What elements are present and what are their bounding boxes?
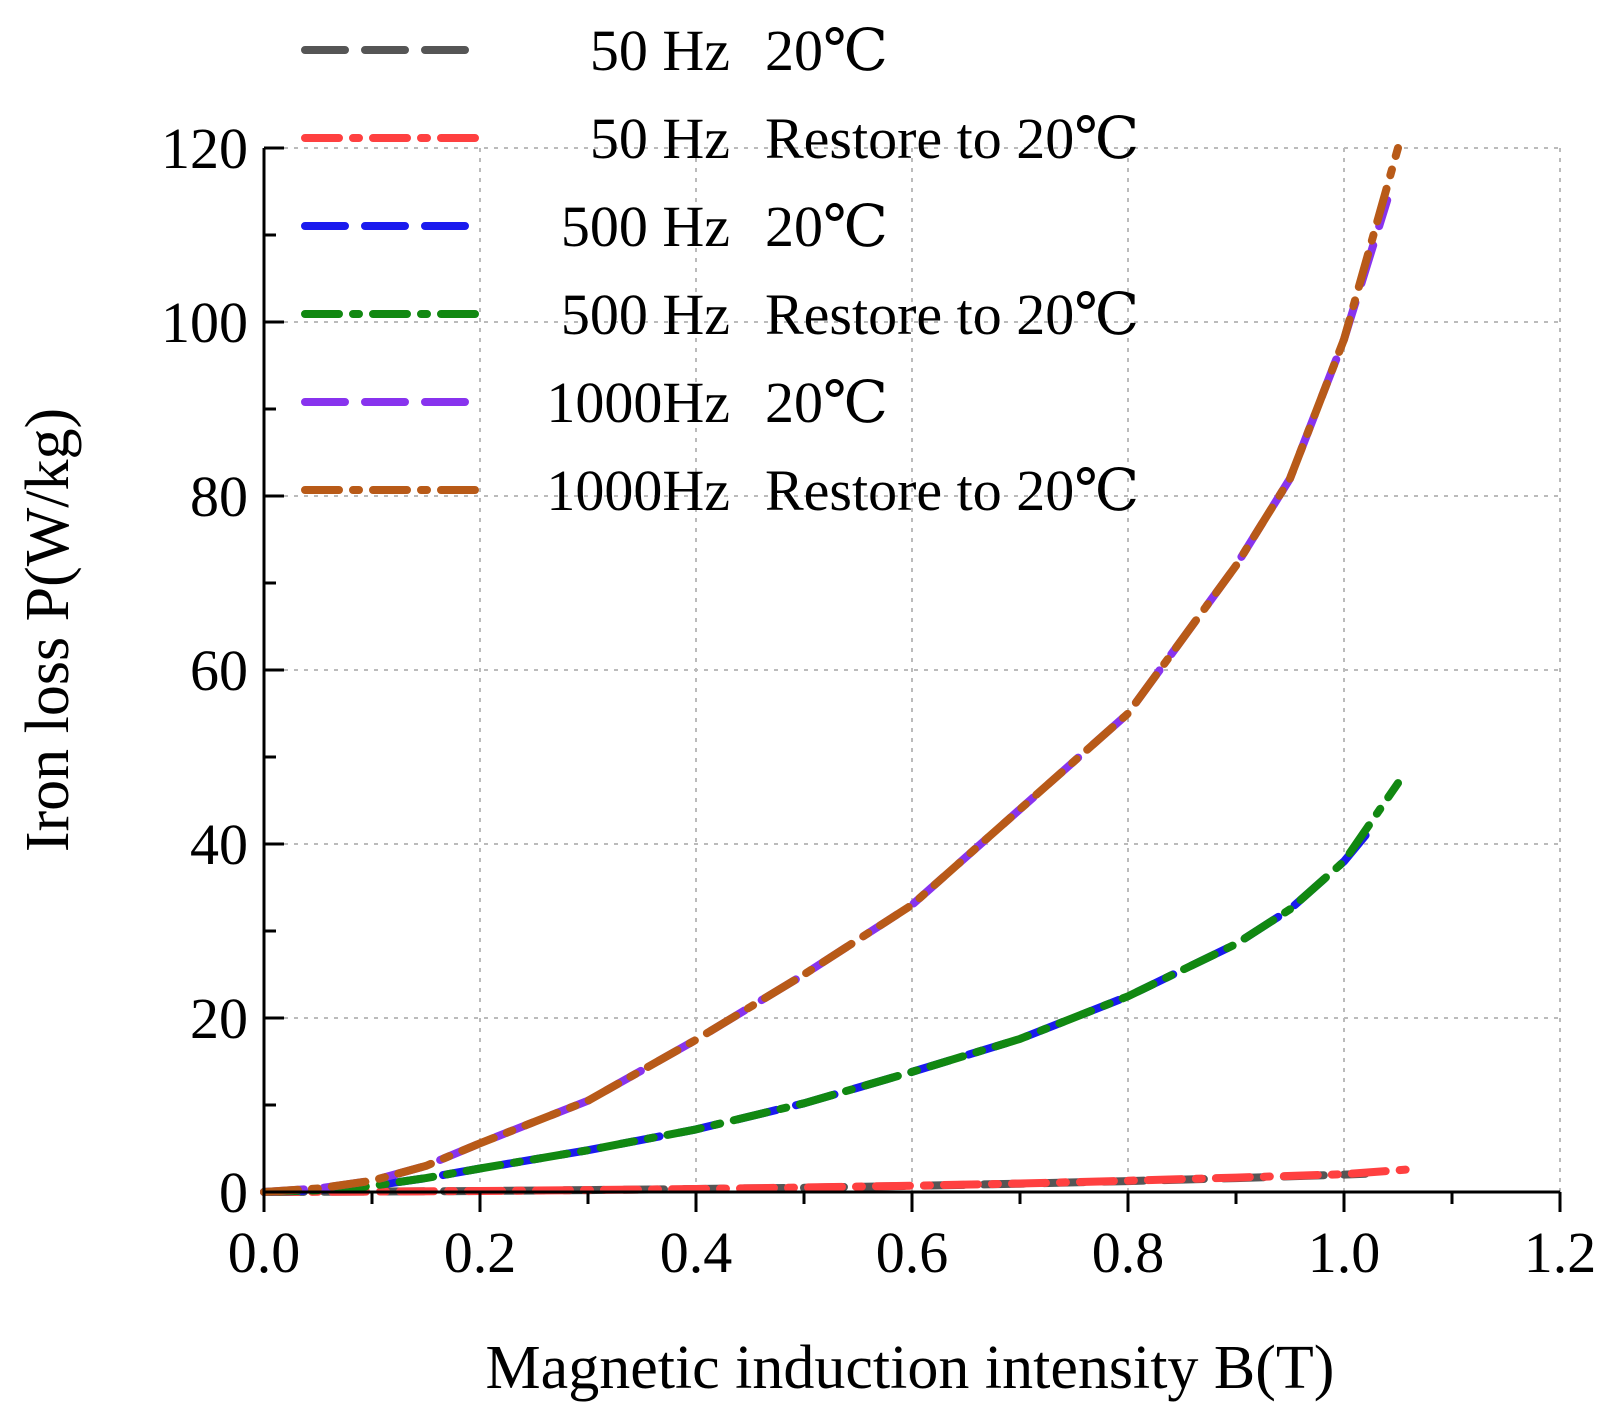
legend-entry: 50 Hz 20℃ bbox=[301, 18, 888, 83]
x-axis-title: Magnetic induction intensity B(T) bbox=[486, 1334, 1335, 1402]
series-lines bbox=[260, 144, 1413, 1196]
legend-frequency-label: 500 Hz bbox=[561, 282, 730, 347]
series-line-5 bbox=[260, 196, 1392, 1196]
grid-lines bbox=[264, 147, 1561, 1192]
legend-entry: 1000Hz 20℃ bbox=[301, 370, 888, 435]
legend-frequency-label: 1000Hz bbox=[546, 370, 730, 435]
legend-frequency-label: 50 Hz bbox=[590, 106, 730, 171]
y-axis-title: Iron loss P(W/kg) bbox=[14, 408, 82, 852]
legend-condition-label: Restore to 20℃ bbox=[765, 282, 1139, 347]
series-line-3 bbox=[260, 831, 1370, 1196]
legend-entry: 1000Hz Restore to 20℃ bbox=[301, 458, 1139, 523]
legend-entry: 50 Hz Restore to 20℃ bbox=[301, 106, 1139, 171]
y-tick-label: 60 bbox=[190, 638, 248, 703]
axes: 0.0 0.2 0.4 0.6 0.8 1.0 1.2 0 20 40 60 80 100 120 bbox=[161, 116, 1596, 1285]
legend-entry: 500 Hz 20℃ bbox=[301, 194, 888, 259]
series-line-2 bbox=[260, 1165, 1413, 1196]
x-tick-label: 0.2 bbox=[444, 1220, 517, 1285]
legend-entry: 500 Hz Restore to 20℃ bbox=[301, 282, 1139, 347]
x-tick-label: 0.4 bbox=[660, 1220, 733, 1285]
x-tick-label: 1.0 bbox=[1308, 1220, 1381, 1285]
legend-frequency-label: 1000Hz bbox=[546, 458, 730, 523]
x-tick-label: 0.6 bbox=[876, 1220, 949, 1285]
y-tick-label: 120 bbox=[161, 116, 248, 181]
y-tick-label: 20 bbox=[190, 986, 248, 1051]
series-line-6 bbox=[260, 144, 1402, 1196]
y-tick-label: 80 bbox=[190, 464, 248, 529]
x-tick-label: 0.8 bbox=[1092, 1220, 1165, 1285]
legend-condition-label: 20℃ bbox=[765, 194, 888, 259]
x-tick-label: 1.2 bbox=[1524, 1220, 1597, 1285]
x-tick-label: 0.0 bbox=[228, 1220, 301, 1285]
legend-frequency-label: 500 Hz bbox=[561, 194, 730, 259]
y-tick-label: 40 bbox=[190, 812, 248, 877]
legend-frequency-label: 50 Hz bbox=[590, 18, 730, 83]
y-tick-label: 0 bbox=[219, 1160, 248, 1225]
y-tick-label: 100 bbox=[161, 290, 248, 355]
series-line-4 bbox=[260, 779, 1402, 1196]
legend-condition-label: Restore to 20℃ bbox=[765, 458, 1139, 523]
legend-condition-label: 20℃ bbox=[765, 370, 888, 435]
legend-condition-label: 20℃ bbox=[765, 18, 888, 83]
legend-condition-label: Restore to 20℃ bbox=[765, 106, 1139, 171]
